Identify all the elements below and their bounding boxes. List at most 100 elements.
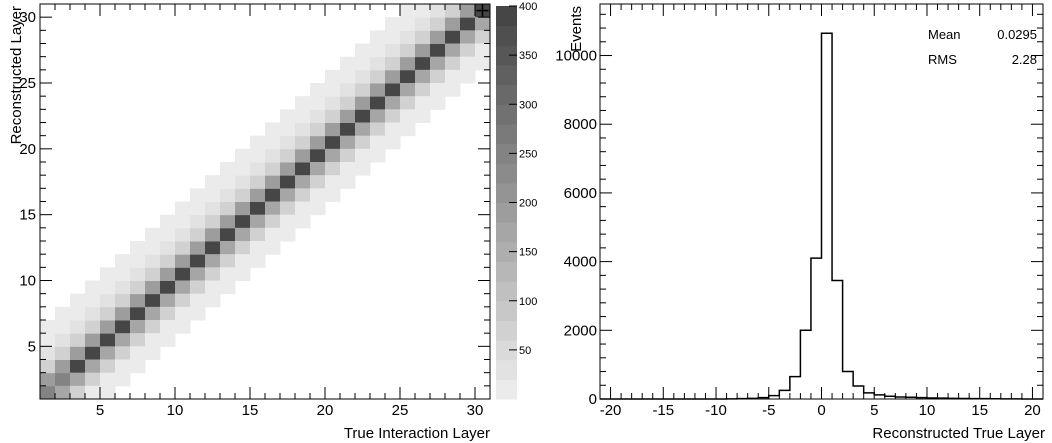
colorbar-ticks: 50 100 150 200 250 300 350 400 (509, 1, 537, 357)
heatmap-cell (295, 148, 311, 163)
stat-mean-value: 0.0295 (997, 27, 1037, 42)
heatmap-cell (205, 280, 221, 295)
heatmap-cell (430, 96, 446, 110)
heatmap-cell (175, 280, 191, 295)
heatmap-cell (325, 148, 341, 163)
heatmap-cell (355, 109, 371, 123)
heatmap-cell (415, 109, 431, 123)
heatmap-cell (190, 293, 206, 308)
heatmap-cell (130, 359, 146, 374)
heatmap-cell (220, 162, 236, 176)
histogram-x-tick-label: -5 (762, 402, 775, 419)
heatmap-cell (160, 227, 176, 242)
heatmap-cell (160, 214, 176, 229)
heatmap-cell (385, 56, 401, 71)
heatmap-cell (85, 280, 101, 295)
heatmap-cell (340, 148, 356, 163)
heatmap-cell (175, 293, 191, 308)
heatmap-cell (325, 175, 341, 189)
heatmap-cell (85, 320, 101, 334)
heatmap-cell (235, 201, 251, 216)
histogram-y-tick-label: 0 (589, 391, 597, 408)
heatmap-cell (445, 83, 461, 97)
heatmap-cell (265, 175, 281, 189)
heatmap-cell (115, 333, 131, 347)
heatmap-cell (400, 43, 416, 58)
heatmap-cell (55, 306, 71, 321)
heatmap-cell (370, 148, 386, 163)
heatmap-cell (400, 69, 416, 84)
heatmap-cell (310, 201, 326, 216)
heatmap-cell (385, 43, 401, 58)
heatmap-cell (385, 17, 401, 31)
heatmap-cell (70, 346, 86, 360)
heatmap-cell (55, 333, 71, 347)
colorbar-swatch (496, 45, 517, 66)
heatmap-cell (400, 83, 416, 97)
heatmap-cell (55, 385, 71, 400)
heatmap-cell (280, 214, 296, 229)
histogram-ticks: -20 -15 -10 -5 0 5 10 15 20 0 2000 4000 6000 8000 1000… (555, 4, 1044, 419)
heatmap-cell (100, 372, 116, 387)
heatmap-cell (340, 69, 356, 84)
heatmap-cell (175, 254, 191, 268)
colorbar-swatches (496, 6, 517, 400)
heatmap-cell (385, 30, 401, 44)
heatmap-cell (205, 267, 221, 281)
colorbar-tick-label: 250 (519, 148, 537, 160)
heatmap-cell (205, 188, 221, 202)
heatmap-cell (145, 293, 161, 308)
heatmap-y-tick-label: 5 (28, 338, 36, 355)
heatmap-cell (430, 56, 446, 71)
histogram-x-tick-label: 15 (971, 402, 988, 419)
heatmap-cell (370, 83, 386, 97)
heatmap-cell (175, 320, 191, 334)
heatmap-cell (175, 201, 191, 216)
heatmap-cell (40, 346, 56, 360)
heatmap-cell (145, 267, 161, 281)
heatmap-cell (115, 372, 131, 387)
heatmap-cell (85, 385, 101, 400)
heatmap-cell (370, 96, 386, 110)
colorbar-swatch (496, 261, 517, 282)
heatmap-cell (310, 83, 326, 97)
heatmap-cell (325, 122, 341, 137)
heatmap-cell (175, 267, 191, 281)
heatmap-cell (475, 30, 491, 44)
heatmap-cell (280, 148, 296, 163)
heatmap-cell (250, 175, 266, 189)
heatmap-cell (265, 188, 281, 202)
heatmap-cell (250, 227, 266, 242)
heatmap-cell (430, 83, 446, 97)
heatmap-cell (190, 254, 206, 268)
heatmap-cell (205, 201, 221, 216)
heatmap-cell (460, 4, 476, 18)
heatmap-y-tick-label: 20 (19, 141, 36, 158)
heatmap-cell (280, 135, 296, 150)
colorbar-tick-label: 50 (519, 345, 531, 357)
heatmap-cell (220, 254, 236, 268)
heatmap-cell (160, 320, 176, 334)
colorbar-swatch (496, 320, 517, 341)
heatmap-cell (115, 346, 131, 360)
heatmap-cell (340, 162, 356, 176)
heatmap-cell (340, 122, 356, 137)
heatmap-cell (250, 241, 266, 255)
heatmap-cell (400, 30, 416, 44)
heatmap-cell (430, 4, 446, 18)
histogram-step-line (600, 32, 1043, 400)
heatmap-cell (415, 56, 431, 71)
heatmap-cell (385, 109, 401, 123)
heatmap-cell (370, 56, 386, 71)
heatmap-cell (220, 214, 236, 229)
heatmap-cell (190, 201, 206, 216)
heatmap-cell (295, 162, 311, 176)
heatmap-cell (385, 122, 401, 137)
histogram-y-tick-label: 6000 (564, 185, 597, 202)
heatmap-cell (310, 148, 326, 163)
heatmap-cell (340, 109, 356, 123)
heatmap-cell (235, 254, 251, 268)
heatmap-cell (415, 4, 431, 18)
heatmap-cell (280, 109, 296, 123)
heatmap-cell (220, 227, 236, 242)
